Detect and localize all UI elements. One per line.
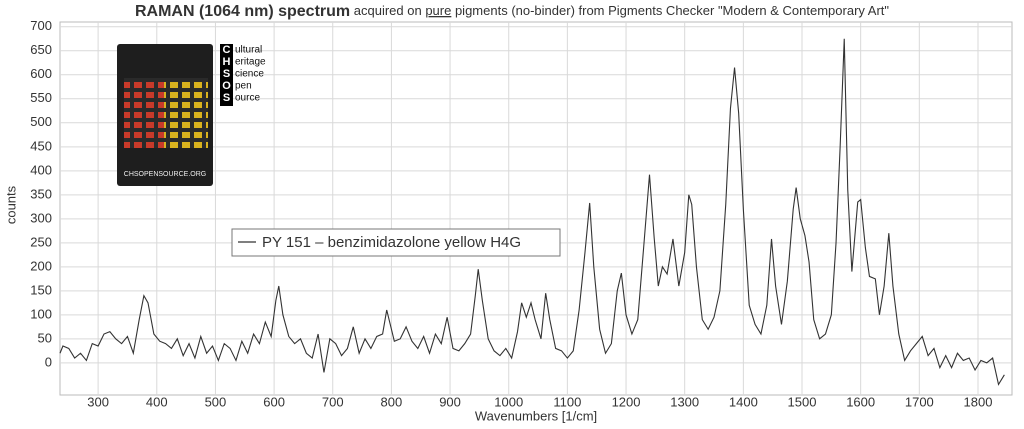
x-tick-label: 1700 (905, 394, 934, 409)
y-tick-label: 500 (30, 114, 52, 129)
subtitle: pure (425, 3, 451, 18)
subtitle: acquired on (354, 3, 426, 18)
logo-bar (220, 44, 233, 106)
legend-box (231, 228, 561, 257)
y-tick-label: 250 (30, 234, 52, 249)
logo-word: pen (235, 81, 252, 92)
x-tick-label: 400 (146, 394, 168, 409)
logo-word: eritage (235, 57, 266, 68)
y-tick-label: 350 (30, 186, 52, 201)
title-main: RAMAN (1064 nm) spectrum (135, 3, 350, 20)
y-tick-label: 200 (30, 258, 52, 273)
logo-word: cience (235, 69, 264, 80)
card-caption: CHSOPENSOURCE.ORG (124, 171, 206, 178)
logo-letter: S (223, 92, 230, 104)
x-tick-label: 600 (263, 394, 285, 409)
y-tick-label: 650 (30, 42, 52, 57)
logo-letter: C (223, 44, 231, 56)
card-swatches (164, 78, 208, 148)
y-tick-label: 100 (30, 306, 52, 321)
x-tick-label: 900 (439, 394, 461, 409)
x-tick-label: 300 (87, 394, 109, 409)
series-line (59, 38, 1005, 386)
y-tick-label: 150 (30, 282, 52, 297)
x-tick-label: 1500 (788, 394, 817, 409)
plot-area (59, 21, 1013, 396)
card-swatches (124, 78, 164, 148)
x-tick-label: 1600 (846, 394, 875, 409)
x-axis-label: Wavenumbers [1/cm] (475, 408, 597, 423)
legend-label: PY 151 – benzimidazolone yellow H4G (262, 234, 521, 251)
x-tick-label: 1400 (729, 394, 758, 409)
y-tick-label: 0 (45, 354, 52, 369)
logo-word: ource (235, 93, 260, 104)
y-tick-label: 550 (30, 90, 52, 105)
logo-letter: O (222, 80, 231, 92)
logo-letter: S (223, 68, 230, 80)
y-tick-label: 700 (30, 18, 52, 33)
x-tick-label: 700 (322, 394, 344, 409)
y-tick-label: 600 (30, 66, 52, 81)
x-tick-label: 1300 (670, 394, 699, 409)
grid (60, 22, 1012, 395)
y-tick-label: 50 (38, 330, 52, 345)
x-tick-label: 1100 (553, 394, 581, 409)
y-tick-label: 400 (30, 162, 52, 177)
logo-letter: H (223, 56, 231, 68)
subtitle: pigments (no-binder) from Pigments Check… (451, 3, 889, 18)
x-tick-label: 1800 (964, 394, 993, 409)
y-tick-label: 450 (30, 138, 52, 153)
x-tick-label: 500 (205, 394, 227, 409)
y-tick-label: 300 (30, 210, 52, 225)
x-tick-label: 1000 (494, 394, 523, 409)
x-tick-label: 800 (381, 394, 403, 409)
logo-word: ultural (235, 45, 262, 56)
plot (59, 38, 1005, 386)
y-axis-label: counts (3, 185, 18, 224)
legend: PY 151 – benzimidazolone yellow H4G (231, 228, 561, 257)
chart-title: RAMAN (1064 nm) spectrum acquired on pur… (135, 3, 889, 20)
x-tick-label: 1200 (612, 394, 641, 409)
